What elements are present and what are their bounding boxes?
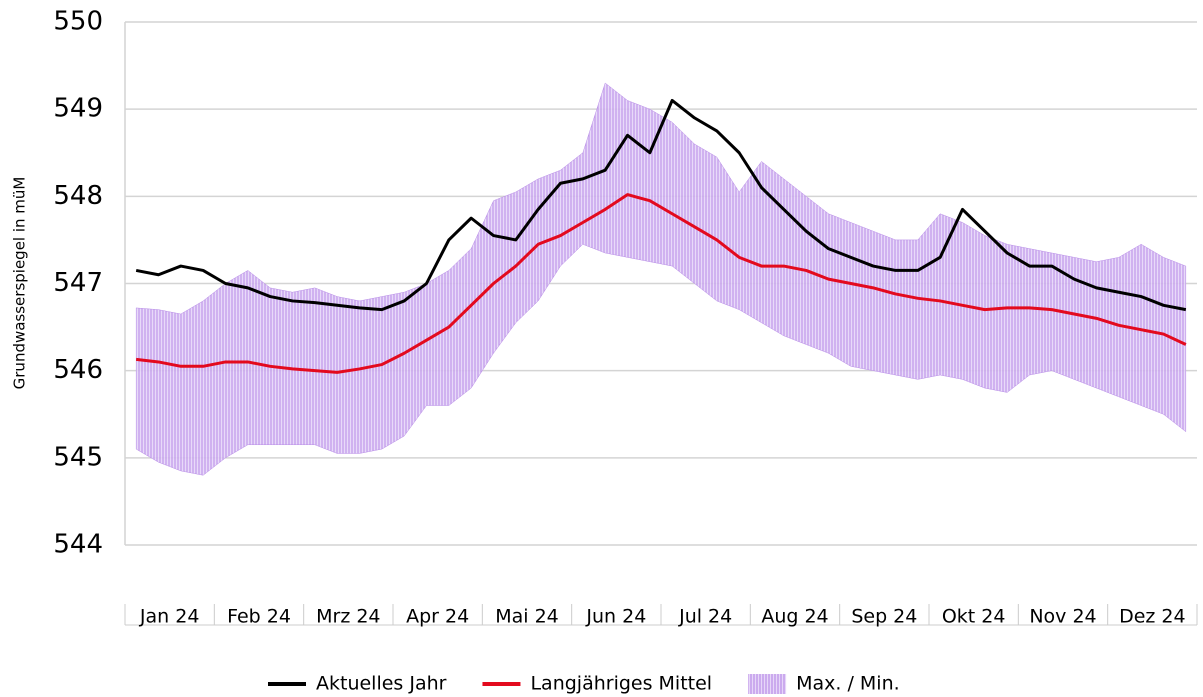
x-tick-label: Nov 24: [1029, 606, 1096, 628]
y-axis-label: Grundwasserspiegel in müM: [11, 177, 29, 390]
series-line: [135, 98, 1187, 312]
y-tick-label: 550: [53, 7, 103, 37]
y-tick-label: 545: [53, 442, 103, 472]
x-tick-label: Mai 24: [495, 606, 559, 628]
x-tick-label: Jun 24: [585, 606, 646, 628]
legend-label: Langjähriges Mittel: [530, 673, 712, 695]
y-tick-label: 546: [53, 355, 103, 385]
x-tick-label: Mrz 24: [316, 606, 380, 628]
x-tick-label: Feb 24: [227, 606, 291, 628]
y-tick-label: 549: [53, 94, 103, 124]
y-tick-label: 544: [53, 530, 103, 560]
x-tick-label: Jul 24: [678, 606, 732, 628]
x-tick-label: Apr 24: [406, 606, 469, 628]
min-max-band: [135, 82, 1187, 476]
x-tick-label: Dez 24: [1119, 606, 1186, 628]
legend-swatch: [748, 674, 787, 694]
x-tick-label: Aug 24: [761, 606, 828, 628]
y-tick-label: 547: [53, 268, 103, 298]
x-tick-label: Jan 24: [139, 606, 200, 628]
x-tick-label: Sep 24: [851, 606, 917, 628]
legend-label: Aktuelles Jahr: [316, 673, 447, 695]
legend-label: Max. / Min.: [796, 673, 900, 695]
y-tick-label: 548: [53, 181, 103, 211]
x-tick-label: Okt 24: [942, 606, 1006, 628]
series-line: [135, 193, 1187, 374]
